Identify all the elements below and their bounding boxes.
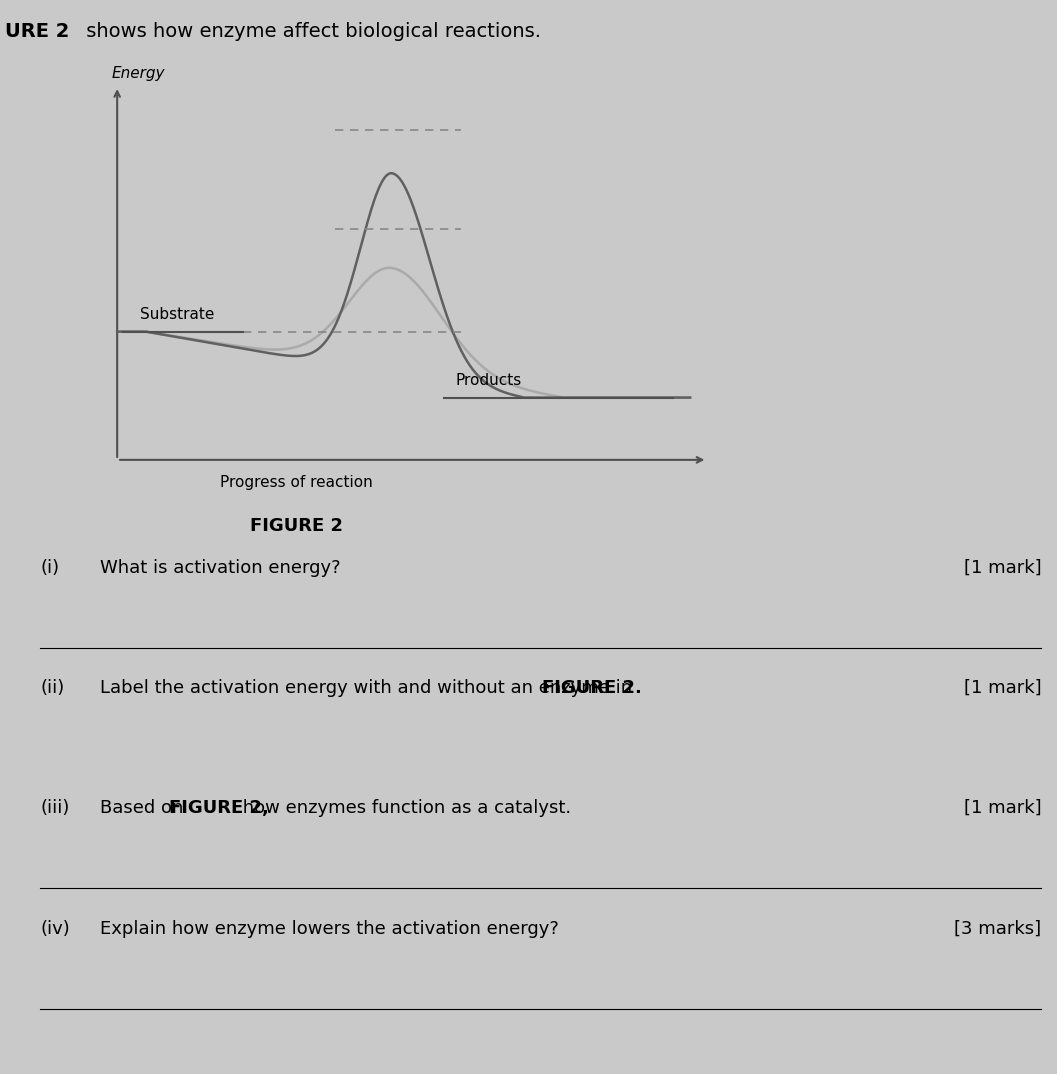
Text: FIGURE 2,: FIGURE 2, <box>169 799 268 817</box>
Text: (iii): (iii) <box>40 799 70 817</box>
Text: (ii): (ii) <box>40 679 64 697</box>
Text: Products: Products <box>456 374 521 389</box>
Text: What is activation energy?: What is activation energy? <box>100 558 341 577</box>
Text: URE 2: URE 2 <box>5 21 70 41</box>
Text: Based on: Based on <box>100 799 189 817</box>
Text: Progress of reaction: Progress of reaction <box>221 475 373 490</box>
Text: (iv): (iv) <box>40 919 70 938</box>
Text: FIGURE 2: FIGURE 2 <box>251 517 344 535</box>
Text: shows how enzyme affect biological reactions.: shows how enzyme affect biological react… <box>80 21 541 41</box>
Text: Substrate: Substrate <box>141 307 215 322</box>
Text: how enzymes function as a catalyst.: how enzymes function as a catalyst. <box>238 799 572 817</box>
Text: [1 mark]: [1 mark] <box>964 799 1041 817</box>
Text: Label the activation energy with and without an enzyme in: Label the activation energy with and wit… <box>100 679 638 697</box>
Text: FIGURE 2.: FIGURE 2. <box>542 679 642 697</box>
Text: (i): (i) <box>40 558 59 577</box>
Text: Explain how enzyme lowers the activation energy?: Explain how enzyme lowers the activation… <box>100 919 559 938</box>
Text: [3 marks]: [3 marks] <box>954 919 1041 938</box>
Text: [1 mark]: [1 mark] <box>964 558 1041 577</box>
Text: Energy: Energy <box>111 66 165 81</box>
Text: [1 mark]: [1 mark] <box>964 679 1041 697</box>
